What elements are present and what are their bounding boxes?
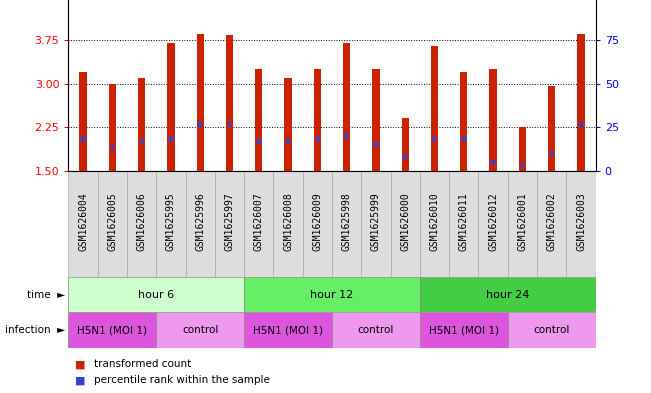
Bar	[156, 312, 244, 348]
Bar	[273, 171, 303, 277]
Bar	[109, 83, 116, 171]
Bar	[226, 35, 233, 171]
Bar	[420, 171, 449, 277]
Text: hour 12: hour 12	[311, 290, 353, 300]
Bar	[404, 154, 407, 159]
Bar	[508, 171, 537, 277]
Bar	[316, 136, 319, 141]
Bar	[68, 171, 98, 277]
Text: hour 24: hour 24	[486, 290, 529, 300]
Text: GSM1626001: GSM1626001	[518, 193, 527, 251]
Bar	[332, 171, 361, 277]
Bar	[127, 171, 156, 277]
Bar	[98, 171, 127, 277]
Bar	[79, 72, 87, 171]
Text: H5N1 (MOI 1): H5N1 (MOI 1)	[253, 325, 323, 335]
Bar	[156, 171, 186, 277]
Bar	[374, 142, 378, 147]
Text: hour 6: hour 6	[138, 290, 174, 300]
Bar	[332, 312, 420, 348]
Bar	[199, 122, 202, 127]
Text: GSM1625996: GSM1625996	[195, 193, 205, 251]
Text: GSM1626005: GSM1626005	[107, 193, 117, 251]
Text: GSM1626004: GSM1626004	[78, 193, 88, 251]
Text: GSM1626011: GSM1626011	[459, 193, 469, 251]
Text: infection  ►: infection ►	[5, 325, 65, 335]
Bar	[462, 136, 465, 141]
Bar	[257, 139, 260, 145]
Text: H5N1 (MOI 1): H5N1 (MOI 1)	[429, 325, 499, 335]
Bar	[431, 46, 438, 171]
Bar	[508, 312, 596, 348]
Bar	[138, 78, 145, 171]
Bar	[286, 139, 290, 145]
Text: percentile rank within the sample: percentile rank within the sample	[94, 375, 270, 385]
Text: ■: ■	[75, 360, 85, 369]
Bar	[490, 69, 497, 171]
Bar	[433, 136, 436, 141]
Bar	[372, 69, 380, 171]
Bar	[478, 171, 508, 277]
Text: GSM1625995: GSM1625995	[166, 193, 176, 251]
Text: GSM1625998: GSM1625998	[342, 193, 352, 251]
Bar	[228, 122, 231, 127]
Bar	[244, 312, 332, 348]
Bar	[68, 312, 156, 348]
Text: control: control	[534, 325, 570, 335]
Bar	[303, 171, 332, 277]
Bar	[111, 145, 114, 150]
Bar	[284, 78, 292, 171]
Bar	[345, 133, 348, 139]
Text: GSM1626003: GSM1626003	[576, 193, 586, 251]
Bar	[492, 160, 495, 165]
Text: ■: ■	[75, 375, 85, 385]
Bar	[449, 171, 478, 277]
Text: GSM1626010: GSM1626010	[430, 193, 439, 251]
Text: GSM1626009: GSM1626009	[312, 193, 322, 251]
Text: GSM1626006: GSM1626006	[137, 193, 146, 251]
Text: GSM1625997: GSM1625997	[225, 193, 234, 251]
Bar	[577, 34, 585, 171]
Text: GSM1626002: GSM1626002	[547, 193, 557, 251]
Text: GSM1626007: GSM1626007	[254, 193, 264, 251]
Text: time  ►: time ►	[27, 290, 65, 300]
Text: GSM1626012: GSM1626012	[488, 193, 498, 251]
Bar	[255, 69, 262, 171]
Bar	[343, 43, 350, 171]
Bar	[215, 171, 244, 277]
Text: GSM1626000: GSM1626000	[400, 193, 410, 251]
Bar	[521, 162, 524, 168]
Bar	[197, 34, 204, 171]
Bar	[420, 312, 508, 348]
Bar	[81, 136, 85, 141]
Bar	[361, 171, 391, 277]
Text: transformed count: transformed count	[94, 360, 191, 369]
Bar	[548, 86, 555, 171]
Bar	[244, 171, 273, 277]
Bar	[140, 139, 143, 145]
Bar	[579, 122, 583, 127]
Bar	[550, 151, 553, 156]
Bar	[186, 171, 215, 277]
Bar	[244, 277, 420, 312]
Bar	[391, 171, 420, 277]
Bar	[167, 43, 174, 171]
Bar	[537, 171, 566, 277]
Text: GSM1626008: GSM1626008	[283, 193, 293, 251]
Bar	[314, 69, 321, 171]
Bar	[169, 136, 173, 141]
Text: control: control	[358, 325, 394, 335]
Bar	[519, 127, 526, 171]
Text: GSM1625999: GSM1625999	[371, 193, 381, 251]
Bar	[420, 277, 596, 312]
Bar	[402, 119, 409, 171]
Bar	[566, 171, 596, 277]
Bar	[460, 72, 467, 171]
Text: control: control	[182, 325, 218, 335]
Text: H5N1 (MOI 1): H5N1 (MOI 1)	[77, 325, 147, 335]
Bar	[68, 277, 244, 312]
